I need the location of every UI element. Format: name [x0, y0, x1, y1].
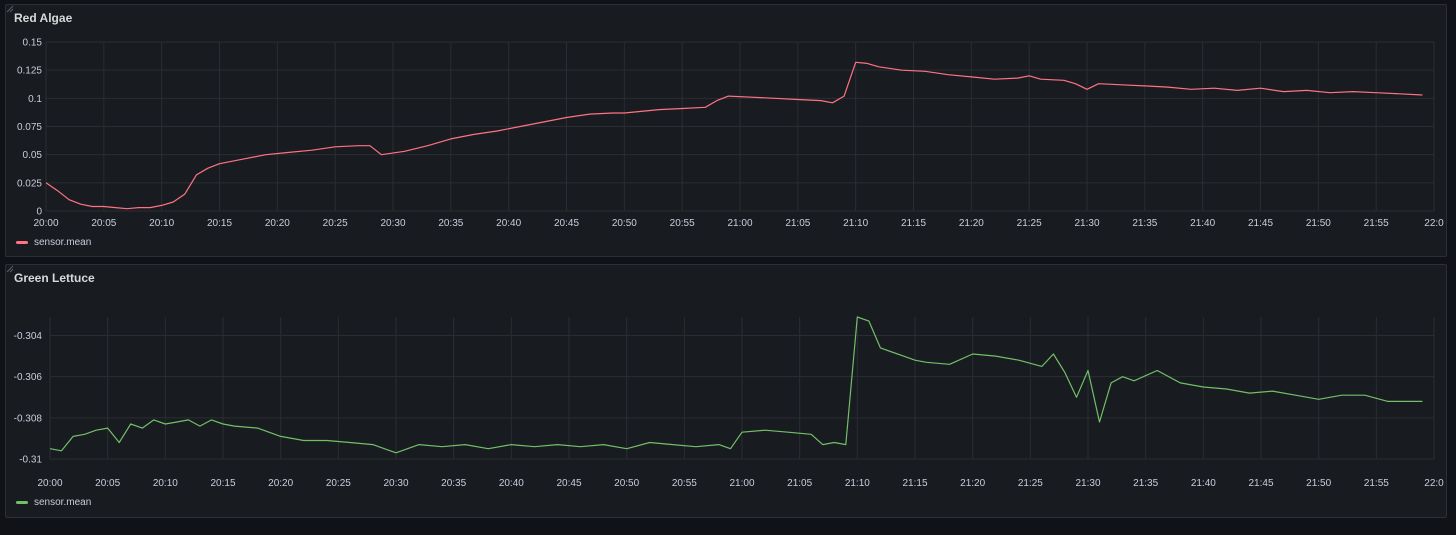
legend-label: sensor.mean	[34, 237, 92, 248]
x-tick-label: 20:05	[95, 478, 120, 489]
x-tick-label: 20:35	[438, 218, 463, 229]
x-tick-label: 20:30	[380, 218, 405, 229]
x-tick-label: 20:00	[33, 218, 58, 229]
y-tick-label: 0	[36, 207, 42, 218]
x-tick-label: 21:15	[902, 478, 927, 489]
x-tick-label: 21:30	[1074, 218, 1099, 229]
red-algae-chart[interactable]: 0.15 0.125 0.1 0.075 0.05 0.025 020:00 20:05 20:…	[6, 5, 1446, 256]
panel-title: Green Lettuce	[14, 271, 95, 285]
x-tick-label: 20:55	[670, 218, 695, 229]
x-tick-label: 20:35	[441, 478, 466, 489]
x-tick-label: 21:55	[1364, 218, 1389, 229]
x-tick-label: 21:45	[1248, 478, 1273, 489]
y-tick-label: 0.05	[23, 150, 43, 161]
x-tick-label: 20:50	[614, 478, 639, 489]
y-tick-label: -0.31	[19, 455, 42, 466]
series-line[interactable]	[49, 316, 1423, 454]
x-tick-label: 20:00	[37, 478, 62, 489]
y-tick-label: 0.1	[28, 94, 42, 105]
x-tick-label: 20:55	[672, 478, 697, 489]
y-tick-label: -0.308	[14, 413, 43, 424]
x-tick-label: 21:30	[1075, 478, 1100, 489]
x-tick-label: 20:10	[149, 218, 174, 229]
x-tick-label: 21:50	[1306, 478, 1331, 489]
x-tick-label: 22:0	[1424, 478, 1444, 489]
series-line[interactable]	[45, 61, 1423, 210]
x-tick-label: 20:45	[554, 218, 579, 229]
x-tick-label: 20:20	[265, 218, 290, 229]
y-tick-label: -0.306	[14, 372, 43, 383]
red-algae-panel: Red Algae 0.15 0.125 0.1 0.075 0.05 0.025 0 20:…	[5, 4, 1447, 257]
x-tick-label: 21:10	[845, 478, 870, 489]
x-tick-label: 21:50	[1306, 218, 1331, 229]
legend-item[interactable]: sensor.mean	[16, 237, 91, 248]
x-tick-label: 21:25	[1017, 218, 1042, 229]
x-tick-label: 20:40	[496, 218, 521, 229]
x-tick-label: 21:25	[1018, 478, 1043, 489]
x-tick-label: 20:45	[556, 478, 581, 489]
legend-swatch	[16, 501, 28, 504]
panel-title: Red Algae	[14, 11, 73, 25]
x-tick-label: 20:15	[210, 478, 235, 489]
x-tick-label: 20:10	[153, 478, 178, 489]
x-tick-label: 22:0	[1424, 218, 1444, 229]
x-tick-label: 21:05	[787, 478, 812, 489]
resize-handle-icon[interactable]	[6, 5, 14, 13]
x-tick-label: 20:50	[612, 218, 637, 229]
x-tick-label: 20:15	[207, 218, 232, 229]
legend-label: sensor.mean	[34, 497, 92, 508]
x-tick-label: 21:20	[960, 478, 985, 489]
x-tick-label: 21:40	[1190, 218, 1215, 229]
x-tick-label: 21:35	[1133, 478, 1158, 489]
x-tick-label: 20:05	[91, 218, 116, 229]
y-tick-label: 0.025	[17, 178, 42, 189]
legend-swatch	[16, 241, 28, 244]
x-tick-label: 20:25	[326, 478, 351, 489]
x-tick-label: 20:30	[383, 478, 408, 489]
x-tick-label: 21:15	[901, 218, 926, 229]
legend-item[interactable]: sensor.mean	[16, 497, 91, 508]
green-lettuce-chart[interactable]: -0.304 -0.306 -0.308 -0.31 20:00 20:05 20:10 20…	[6, 265, 1446, 517]
y-tick-label: 0.075	[17, 122, 42, 133]
x-tick-label: 20:40	[499, 478, 524, 489]
x-tick-label: 21:45	[1248, 218, 1273, 229]
x-tick-label: 20:25	[323, 218, 348, 229]
x-tick-label: 21:55	[1364, 478, 1389, 489]
y-tick-label: 0.15	[23, 38, 43, 49]
x-tick-label: 20:20	[268, 478, 293, 489]
y-tick-label: -0.304	[14, 331, 43, 342]
x-tick-label: 21:35	[1132, 218, 1157, 229]
x-tick-label: 21:10	[843, 218, 868, 229]
resize-handle-icon[interactable]	[6, 265, 14, 273]
x-tick-label: 21:05	[785, 218, 810, 229]
x-tick-label: 21:00	[729, 478, 754, 489]
y-tick-label: 0.125	[17, 66, 42, 77]
x-tick-label: 21:40	[1191, 478, 1216, 489]
green-lettuce-panel: Green Lettuce -0.304 -0.306 -0.308 -0.31 20:…	[5, 264, 1447, 518]
x-tick-label: 21:20	[959, 218, 984, 229]
x-tick-label: 21:00	[727, 218, 752, 229]
